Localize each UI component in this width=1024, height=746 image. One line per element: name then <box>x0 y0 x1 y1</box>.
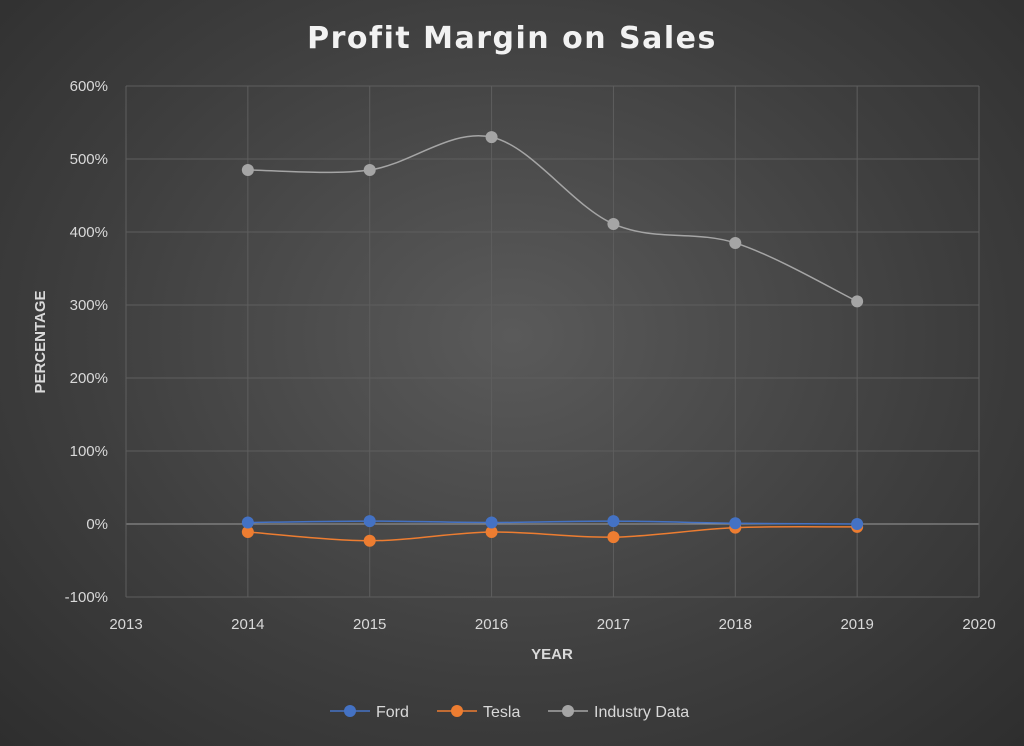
ford-point <box>485 516 498 529</box>
ford-point <box>363 515 376 528</box>
x-tick-label: 2014 <box>231 616 264 633</box>
industry-data-point <box>851 295 864 308</box>
chart-title: Profit Margin on Sales <box>307 21 717 56</box>
y-tick-label: 0% <box>86 516 108 533</box>
industry-data-point <box>241 163 254 176</box>
industry-data-point <box>363 163 376 176</box>
tesla-point <box>363 534 376 547</box>
ford-point <box>851 518 864 530</box>
gridlines <box>125 85 980 598</box>
y-axis-ticks: -100% 0% 100% 200% 300% 400% 500% 600% <box>65 78 108 606</box>
ford-line <box>247 520 858 525</box>
tesla-point <box>607 531 620 544</box>
y-tick-label: 200% <box>70 370 108 387</box>
legend-industry-data-marker <box>562 705 574 717</box>
x-tick-label: 2015 <box>353 616 386 633</box>
legend-industry-data-label: Industry Data <box>594 704 689 721</box>
x-tick-label: 2020 <box>962 616 995 633</box>
legend-ford-marker <box>344 705 356 717</box>
y-tick-label: 100% <box>70 443 108 460</box>
ford-point <box>607 515 620 528</box>
series-group <box>241 131 864 547</box>
legend-ford-label: Ford <box>376 704 409 721</box>
x-tick-label: 2019 <box>840 616 873 633</box>
y-tick-label: 300% <box>70 297 108 314</box>
y-tick-label: -100% <box>65 589 108 606</box>
industry-data-point <box>485 131 498 144</box>
ford-point <box>729 517 742 530</box>
legend-tesla-label: Tesla <box>483 704 520 721</box>
legend: Ford Tesla Industry Data <box>330 704 689 721</box>
y-tick-label: 400% <box>70 224 108 241</box>
x-tick-label: 2016 <box>475 616 508 633</box>
ford-point <box>241 516 254 529</box>
x-tick-label: 2018 <box>719 616 752 633</box>
x-tick-label: 2017 <box>597 616 630 633</box>
x-tick-label: 2013 <box>109 616 142 633</box>
y-axis-label: PERCENTAGE <box>32 290 49 393</box>
industry-data-line <box>247 135 858 303</box>
legend-tesla-marker <box>451 705 463 717</box>
tesla-line <box>247 525 858 542</box>
y-tick-label: 600% <box>70 78 108 95</box>
industry-data-point <box>729 236 742 249</box>
x-axis-ticks: 2013 2014 2015 2016 2017 2018 2019 2020 <box>109 616 995 633</box>
tesla-point <box>241 526 254 539</box>
x-axis-label: YEAR <box>531 646 573 663</box>
industry-data-point <box>607 217 620 230</box>
tesla-point <box>485 526 498 539</box>
y-tick-label: 500% <box>70 151 108 168</box>
